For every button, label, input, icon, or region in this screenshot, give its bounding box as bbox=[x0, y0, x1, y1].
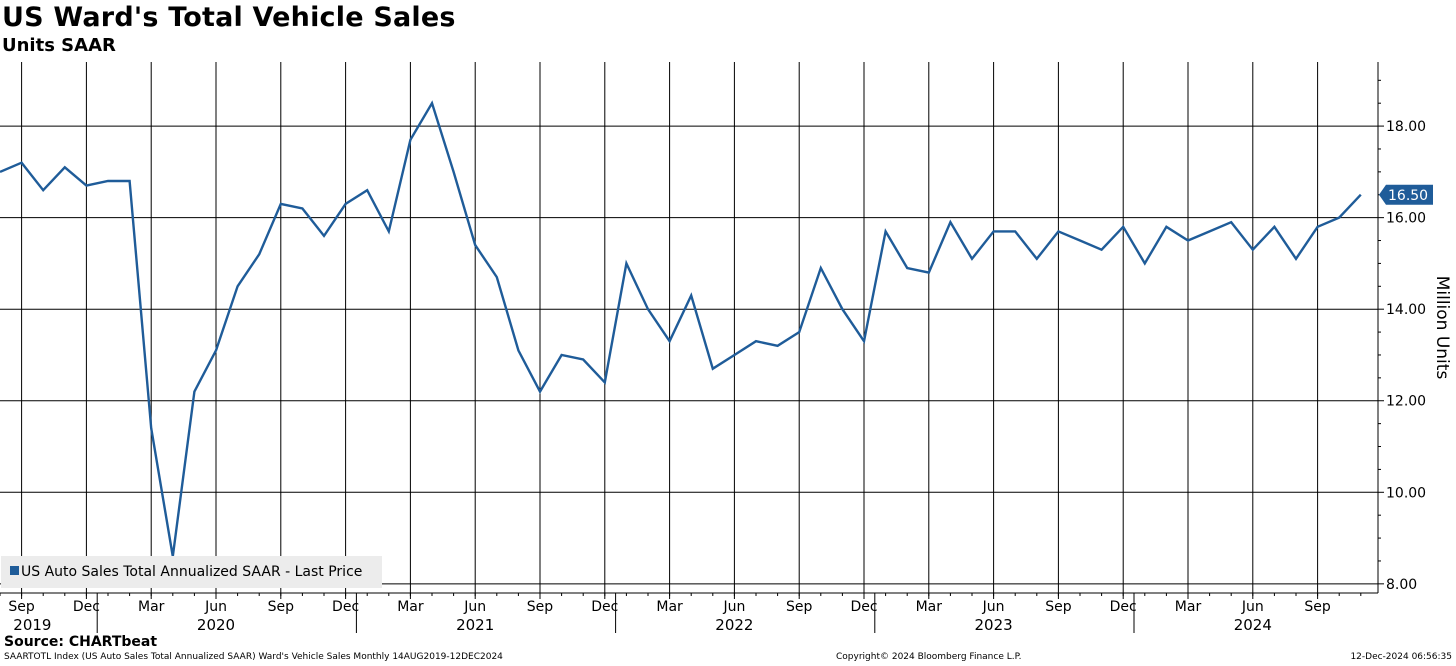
last-value-box bbox=[1379, 184, 1433, 205]
x-month-label: Sep bbox=[786, 599, 813, 615]
x-month-label: Jun bbox=[722, 599, 745, 615]
x-month-label: Jun bbox=[463, 599, 486, 615]
source-label: Source: CHARTbeat bbox=[4, 634, 158, 650]
y-tick-label: 8.00 bbox=[1386, 577, 1417, 593]
series-layer bbox=[0, 100, 1362, 557]
y-axis-title: Million Units bbox=[1432, 276, 1452, 380]
x-month-label: Dec bbox=[332, 599, 359, 615]
x-month-label: Sep bbox=[1045, 599, 1072, 615]
x-month-label: Mar bbox=[138, 599, 165, 615]
last-value-label: 16.50 bbox=[1388, 188, 1428, 204]
x-month-label: Sep bbox=[8, 599, 35, 615]
legend-label: US Auto Sales Total Annualized SAAR - La… bbox=[21, 564, 363, 580]
legend-swatch bbox=[10, 566, 19, 575]
x-month-label: Mar bbox=[916, 599, 943, 615]
x-year-label: 2022 bbox=[715, 616, 753, 634]
x-year-label: 2020 bbox=[197, 616, 235, 634]
x-month-label: Mar bbox=[397, 599, 424, 615]
x-month-label: Dec bbox=[73, 599, 100, 615]
axis-layer: 8.00 10.00 12.00 14.00 16.00 18.00 Sep Dec Mar Ju… bbox=[0, 62, 1452, 634]
x-year-label: 2019 bbox=[13, 616, 51, 634]
grid-layer bbox=[0, 62, 1378, 593]
x-month-label: Sep bbox=[527, 599, 554, 615]
x-month-label: Sep bbox=[1304, 599, 1331, 615]
x-year-label: 2024 bbox=[1234, 616, 1272, 634]
chart-title: US Ward's Total Vehicle Sales bbox=[2, 2, 456, 33]
x-month-label: Jun bbox=[204, 599, 227, 615]
series-line bbox=[0, 100, 1362, 557]
y-tick-label: 16.00 bbox=[1386, 211, 1426, 227]
footer-description: SAARTOTL Index (US Auto Sales Total Annu… bbox=[4, 652, 503, 662]
y-tick-label: 12.00 bbox=[1386, 394, 1426, 410]
x-month-label: Jun bbox=[982, 599, 1005, 615]
footer-timestamp: 12-Dec-2024 06:56:35 bbox=[1350, 652, 1452, 662]
y-tick-label: 18.00 bbox=[1386, 119, 1426, 135]
x-year-label: 2023 bbox=[975, 616, 1013, 634]
x-month-label: Dec bbox=[591, 599, 618, 615]
chart-subtitle: Units SAAR bbox=[2, 35, 116, 56]
y-tick-label: 10.00 bbox=[1386, 485, 1426, 501]
footer-copyright: Copyright© 2024 Bloomberg Finance L.P. bbox=[836, 652, 1022, 662]
y-tick-label: 14.00 bbox=[1386, 302, 1426, 318]
x-month-label: Dec bbox=[850, 599, 877, 615]
x-year-label: 2021 bbox=[456, 616, 494, 634]
x-month-label: Sep bbox=[268, 599, 295, 615]
x-month-label: Jun bbox=[1241, 599, 1264, 615]
x-month-label: Dec bbox=[1110, 599, 1137, 615]
last-value-tag: 16.50 bbox=[1379, 184, 1433, 205]
chart-legend: US Auto Sales Total Annualized SAAR - La… bbox=[1, 556, 382, 588]
x-month-label: Mar bbox=[1175, 599, 1202, 615]
x-month-label: Mar bbox=[656, 599, 683, 615]
